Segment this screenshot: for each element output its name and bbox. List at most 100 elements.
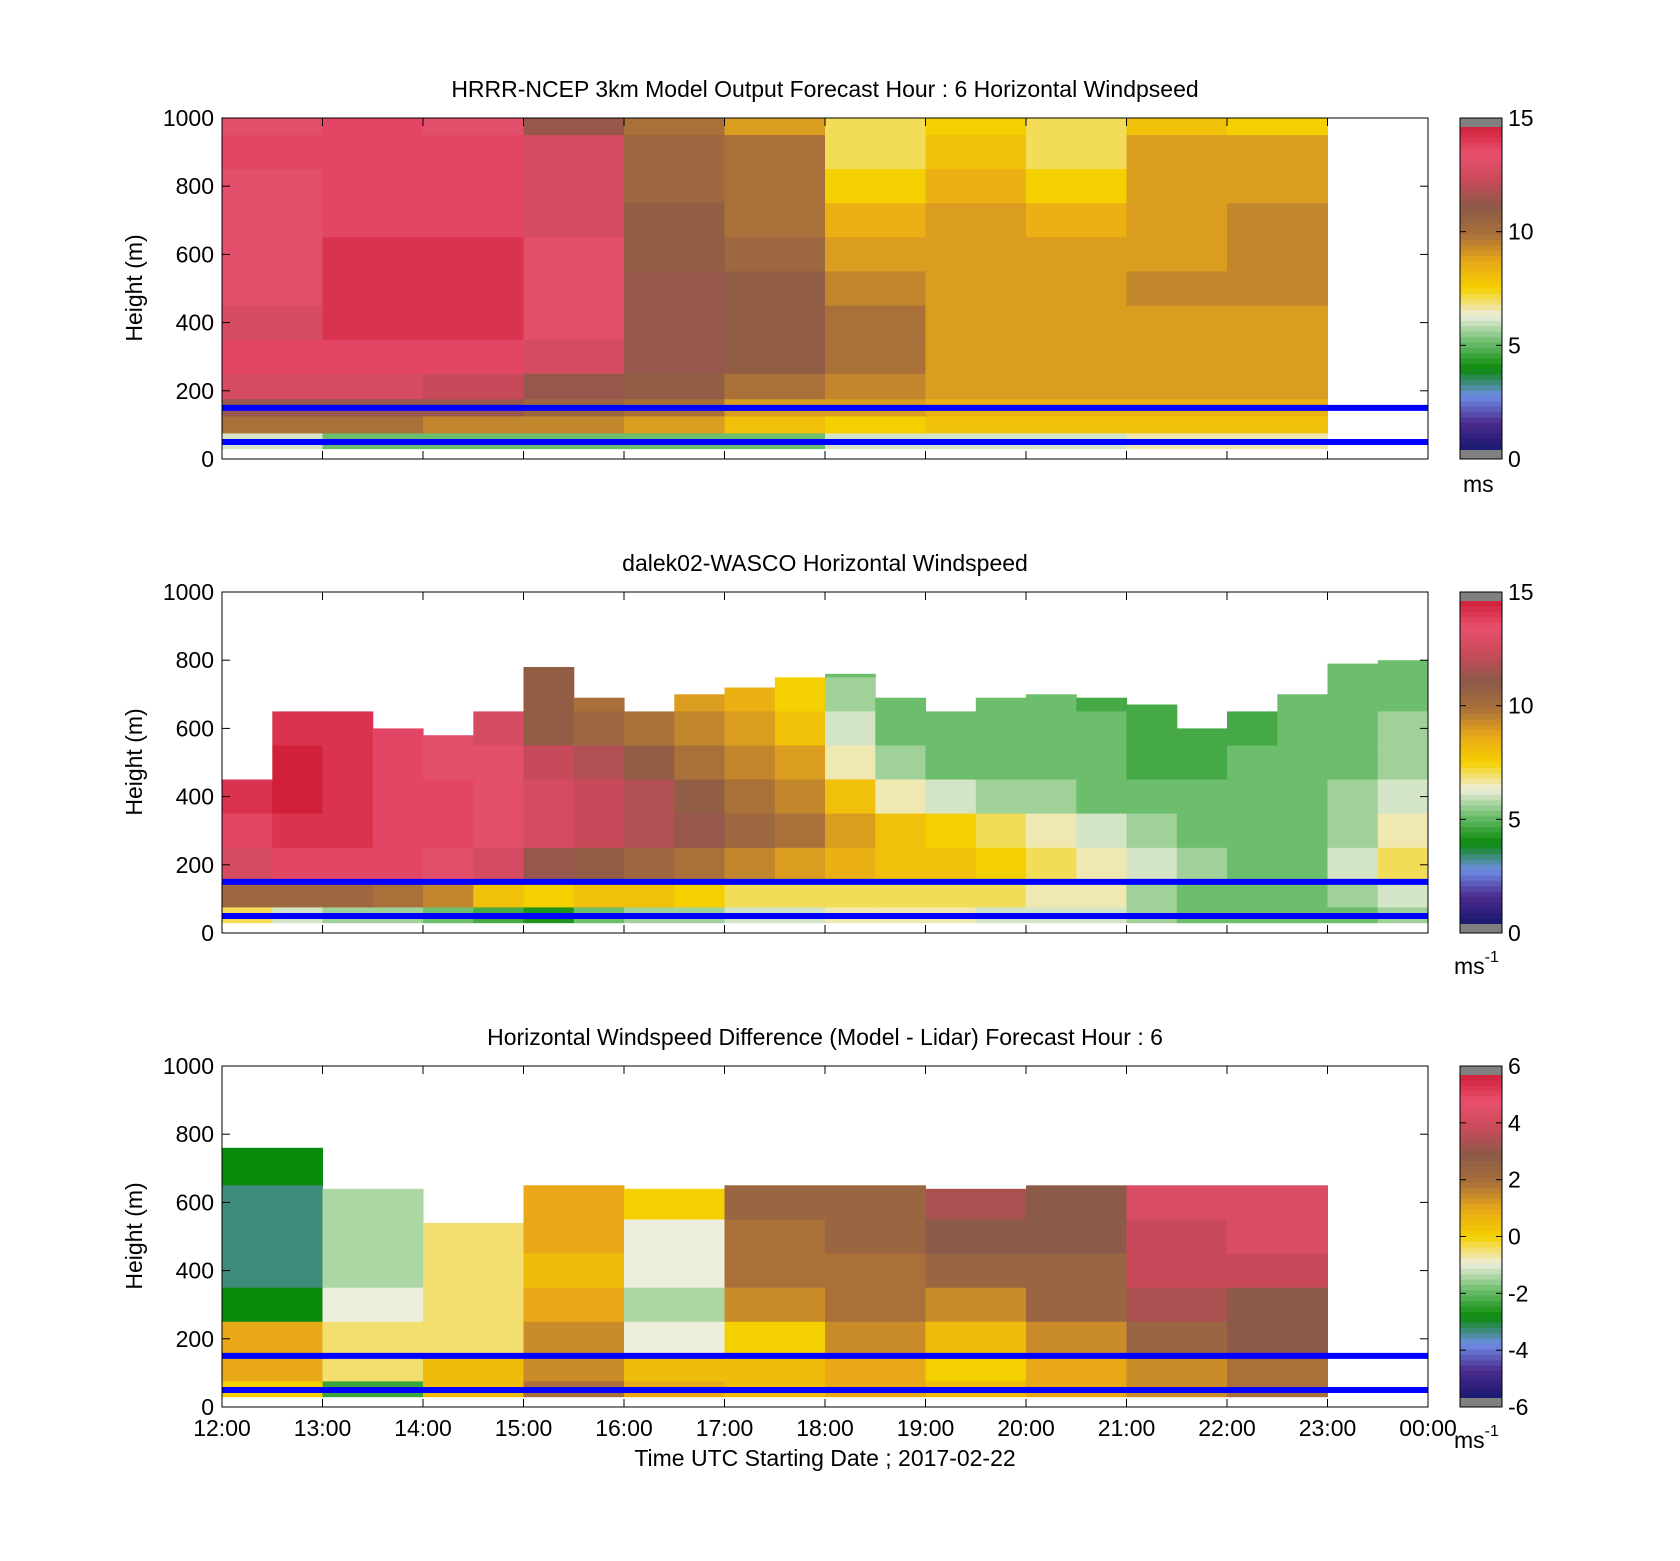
colorbar-tick-label: -4	[1508, 1337, 1529, 1363]
colorbar-segment	[1460, 304, 1502, 311]
heatmap-cell	[523, 667, 575, 678]
colorbar-segment	[1460, 724, 1502, 731]
heatmap-cell	[624, 237, 725, 272]
colorbar-unit: ms-1	[1454, 949, 1499, 979]
colorbar-segment	[1460, 1112, 1502, 1119]
heatmap-cell	[1327, 745, 1379, 781]
heatmap-cell	[1327, 847, 1379, 883]
colorbar-segment	[1460, 439, 1502, 446]
colorbar-segment	[1460, 433, 1502, 440]
heatmap-cell	[222, 169, 323, 204]
heatmap-cell	[825, 118, 926, 136]
heatmap-cell	[925, 1188, 1027, 1220]
heatmap-cell	[423, 237, 524, 272]
heatmap-cell	[573, 779, 625, 815]
heatmap-cell	[774, 881, 826, 908]
heatmap-cell	[624, 1287, 725, 1323]
colorbar-segment	[1460, 1123, 1502, 1130]
colorbar-segment	[1460, 660, 1502, 667]
colorbar-segment	[1460, 1284, 1502, 1291]
heatmap-cell	[1227, 1219, 1328, 1255]
heatmap-cell	[875, 813, 927, 849]
heatmap-cell	[523, 203, 625, 238]
colorbar-segment	[1460, 1107, 1502, 1114]
colorbar-segment	[1460, 843, 1502, 850]
heatmap-cell	[624, 118, 725, 136]
heatmap-cell	[875, 881, 927, 908]
heatmap-cell	[674, 779, 726, 815]
colorbar-tick-label: 0	[1508, 1224, 1521, 1250]
heatmap-cell	[423, 847, 474, 883]
heatmap-cell	[322, 813, 374, 849]
heatmap-cell	[1227, 169, 1328, 204]
y-tick-label: 600	[176, 1189, 214, 1215]
heatmap-cell	[423, 169, 524, 204]
colorbar-segment	[1460, 810, 1502, 817]
heatmap-cell	[322, 373, 424, 400]
colorbar-segment	[1460, 875, 1502, 882]
heatmap-cell	[624, 711, 675, 746]
heatmap-cell	[222, 813, 273, 849]
colorbar-segment	[1460, 870, 1502, 877]
heatmap-cell	[925, 169, 1027, 204]
colorbar-segment	[1460, 170, 1502, 177]
heatmap-cell	[724, 203, 826, 238]
heatmap-cell	[925, 1253, 1027, 1289]
colorbar-segment	[1460, 1080, 1502, 1087]
colorbar-segment	[1460, 153, 1502, 160]
heatmap-cell	[724, 271, 826, 306]
heatmap-cell	[1026, 1321, 1127, 1357]
colorbar-segment	[1460, 250, 1502, 257]
colorbar-tick-label: 4	[1508, 1110, 1521, 1136]
heatmap-cell	[724, 1219, 826, 1255]
heatmap-cell	[1126, 416, 1228, 434]
colorbar-tick-label: 10	[1508, 693, 1534, 719]
panel-title: HRRR-NCEP 3km Model Output Forecast Hour…	[451, 76, 1198, 102]
heatmap-cell	[724, 237, 826, 272]
heatmap-cell	[423, 373, 524, 400]
colorbar-segment	[1460, 1295, 1502, 1302]
heatmap-cell	[423, 1321, 524, 1357]
heatmap-cell	[423, 305, 524, 341]
heatmap-cell	[523, 779, 575, 815]
heatmap-cell	[423, 745, 474, 781]
colorbar-segment	[1460, 1193, 1502, 1200]
colorbar-segment	[1460, 913, 1502, 920]
heatmap-cell	[825, 203, 926, 238]
heatmap-cell	[825, 237, 926, 272]
heatmap-cell	[1126, 1219, 1228, 1255]
heatmap-cell	[372, 813, 424, 849]
colorbar-frame	[1459, 117, 1503, 460]
heatmap-cell	[1026, 779, 1077, 815]
heatmap-cell	[674, 745, 726, 781]
heatmap-cell	[1126, 1253, 1228, 1289]
colorbar-segment	[1460, 1204, 1502, 1211]
colorbar-segment	[1460, 385, 1502, 392]
colorbar-segment	[1460, 207, 1502, 214]
heatmap-cell	[624, 847, 675, 883]
heatmap-cell	[825, 779, 876, 815]
heatmap-cell	[624, 1321, 725, 1357]
colorbar-segment	[1460, 1311, 1502, 1318]
y-axis-ticks: 0 200 400 600 800 1000	[163, 1053, 1428, 1420]
heatmap-cell	[724, 687, 776, 712]
heatmap-cell	[423, 735, 474, 746]
colorbar-segment	[1460, 654, 1502, 661]
heatmap-cell	[1176, 847, 1228, 883]
heatmap-cell	[1026, 339, 1127, 375]
colorbar-unit: ms-1	[1454, 1423, 1499, 1453]
heatmap-cell	[1227, 1287, 1328, 1323]
heatmap-cell	[272, 745, 324, 781]
colorbar-segment	[1460, 832, 1502, 839]
x-tick-label: 12:00	[193, 1415, 251, 1441]
colorbar-tick-label: 5	[1508, 332, 1521, 358]
heatmap-cell	[724, 169, 826, 204]
colorbar-segment	[1460, 1198, 1502, 1205]
colorbar: 0 5 10 15	[1459, 579, 1534, 946]
heatmap-cell	[724, 1253, 826, 1289]
heatmap-cell	[1126, 169, 1228, 204]
heatmap-cell	[222, 1147, 323, 1186]
colorbar-segment	[1460, 703, 1502, 710]
heatmap-cell	[624, 203, 725, 238]
heatmap-cell	[1227, 271, 1328, 306]
